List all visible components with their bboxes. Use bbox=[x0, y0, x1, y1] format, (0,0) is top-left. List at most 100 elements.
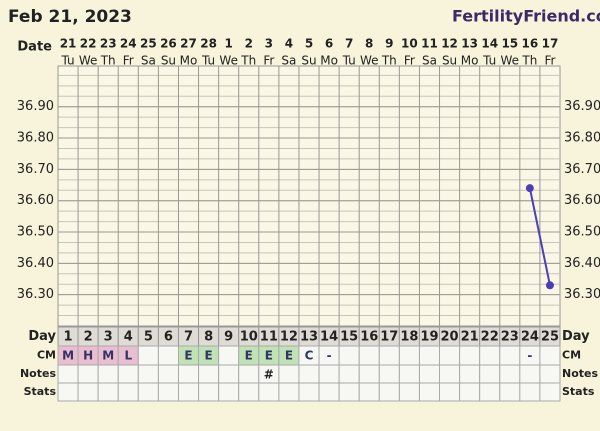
date-label: 27 bbox=[180, 37, 197, 51]
cm-value: H bbox=[83, 349, 93, 363]
weekday-label: Su bbox=[161, 54, 176, 68]
cycle-day: 11 bbox=[260, 330, 278, 345]
date-label: 22 bbox=[80, 37, 97, 51]
weekday-label: Mo bbox=[461, 54, 479, 68]
date-label: 2 bbox=[245, 37, 253, 51]
y-tick-label: 36.40 bbox=[17, 256, 54, 271]
cycle-day: 10 bbox=[240, 330, 258, 345]
y-tick-label: 36.80 bbox=[564, 131, 600, 146]
cm-value: E bbox=[204, 349, 212, 363]
weekday-label: We bbox=[219, 54, 238, 68]
row-label: Day bbox=[28, 329, 56, 344]
y-tick-label: 36.90 bbox=[17, 99, 54, 114]
y-tick-label: 36.30 bbox=[564, 287, 600, 302]
cm-value: E bbox=[184, 349, 192, 363]
weekday-label: Th bbox=[100, 54, 116, 68]
cm-cell bbox=[338, 345, 360, 366]
date-label: 1 bbox=[225, 37, 233, 51]
y-tick-label: 36.80 bbox=[17, 131, 54, 146]
date-label: 23 bbox=[100, 37, 117, 51]
notes-cell bbox=[57, 364, 79, 384]
cycle-day: 22 bbox=[481, 330, 499, 345]
cm-value: E bbox=[245, 349, 253, 363]
cycle-day: 18 bbox=[400, 330, 418, 345]
cm-cell bbox=[479, 345, 501, 366]
cm-cell bbox=[137, 345, 159, 366]
notes-cell bbox=[298, 364, 320, 384]
y-tick-label: 36.60 bbox=[564, 193, 600, 208]
row-label: Stats bbox=[24, 385, 57, 398]
cm-value: E bbox=[265, 349, 273, 363]
notes-cell bbox=[539, 364, 561, 384]
weekday-label: Tu bbox=[342, 54, 356, 68]
cm-cell bbox=[499, 345, 521, 366]
cm-value: - bbox=[327, 349, 332, 363]
cycle-day: 14 bbox=[320, 330, 338, 345]
cycle-day: 12 bbox=[280, 330, 298, 345]
weekday-label: Fr bbox=[404, 54, 415, 68]
y-tick-label: 36.50 bbox=[564, 225, 600, 240]
date-label: 13 bbox=[461, 37, 478, 51]
date-label: 15 bbox=[501, 37, 518, 51]
weekday-label: Th bbox=[521, 54, 537, 68]
date-label: 28 bbox=[200, 37, 217, 51]
cycle-day: 15 bbox=[340, 330, 358, 345]
notes-cell bbox=[137, 364, 159, 384]
date-label: 6 bbox=[325, 37, 333, 51]
stats-cell bbox=[459, 382, 481, 402]
cycle-day: 2 bbox=[84, 330, 93, 345]
cm-value: - bbox=[527, 349, 532, 363]
y-tick-label: 36.30 bbox=[17, 287, 54, 302]
stats-cell bbox=[519, 382, 541, 402]
notes-cell bbox=[278, 364, 300, 384]
row-label: Day bbox=[562, 329, 590, 344]
weekday-label: Th bbox=[381, 54, 397, 68]
chart-title: Feb 21, 2023 bbox=[8, 7, 132, 27]
weekday-label: Mo bbox=[320, 54, 338, 68]
stats-cell bbox=[218, 382, 240, 402]
cm-value: M bbox=[62, 349, 74, 363]
date-label: 4 bbox=[285, 37, 293, 51]
notes-cell bbox=[117, 364, 139, 384]
notes-cell bbox=[378, 364, 400, 384]
notes-cell bbox=[499, 364, 521, 384]
stats-cell bbox=[378, 382, 400, 402]
cm-cell bbox=[539, 345, 561, 366]
weekday-label: Tu bbox=[201, 54, 215, 68]
stats-cell bbox=[479, 382, 501, 402]
cycle-day: 17 bbox=[380, 330, 398, 345]
cm-cell bbox=[218, 345, 240, 366]
stats-cell bbox=[258, 382, 280, 402]
date-label: 3 bbox=[265, 37, 273, 51]
cycle-day: 9 bbox=[224, 330, 233, 345]
stats-cell bbox=[439, 382, 461, 402]
cm-cell bbox=[157, 345, 179, 366]
brand: FertilityFriend.com bbox=[452, 7, 600, 26]
note: # bbox=[264, 368, 274, 382]
cm-cell bbox=[378, 345, 400, 366]
weekday-label: Sa bbox=[281, 54, 296, 68]
cm-cell bbox=[418, 345, 441, 366]
row-label: Notes bbox=[562, 367, 598, 380]
date-label: 9 bbox=[385, 37, 393, 51]
cm-value: C bbox=[305, 349, 314, 363]
weekday-label: We bbox=[360, 54, 379, 68]
stats-cell bbox=[137, 382, 159, 402]
stats-cell bbox=[238, 382, 260, 402]
y-tick-label: 36.70 bbox=[17, 162, 54, 177]
temperature-point bbox=[545, 281, 554, 290]
y-tick-label: 36.40 bbox=[564, 256, 600, 271]
cycle-day: 19 bbox=[420, 330, 438, 345]
stats-cell bbox=[499, 382, 521, 402]
notes-cell bbox=[398, 364, 420, 384]
date-label: 17 bbox=[542, 37, 559, 51]
cm-value: L bbox=[124, 349, 132, 363]
cycle-day: 3 bbox=[104, 330, 113, 345]
date-label: 21 bbox=[60, 37, 77, 51]
stats-cell bbox=[278, 382, 300, 402]
stats-cell bbox=[358, 382, 380, 402]
cycle-day: 25 bbox=[541, 330, 559, 345]
weekday-label: Mo bbox=[180, 54, 198, 68]
notes-cell bbox=[358, 364, 380, 384]
